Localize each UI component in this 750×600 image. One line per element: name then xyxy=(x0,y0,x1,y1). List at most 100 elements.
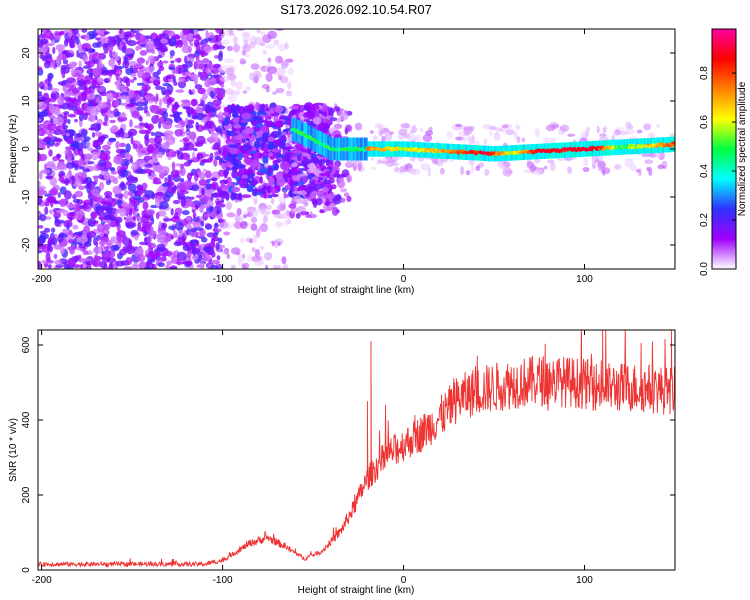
spectrogram-blob xyxy=(161,47,169,52)
spectrogram-blob xyxy=(267,30,278,39)
spectrogram-blob xyxy=(410,125,418,134)
spectrogram-blob xyxy=(86,180,96,190)
spectrogram-blob xyxy=(111,198,116,202)
spectrogram-blob xyxy=(125,215,134,224)
spectrogram-blob xyxy=(64,148,72,158)
spectrogram-blob xyxy=(191,254,199,261)
spectrogram-blob xyxy=(81,103,86,110)
spectrogram-blob xyxy=(213,142,221,150)
spectrogram-blob xyxy=(310,104,320,111)
spectrogram-blob xyxy=(144,86,148,96)
spectrogram-blob xyxy=(178,229,183,238)
snr-series-line xyxy=(38,330,675,569)
spectrogram-blob xyxy=(50,93,57,99)
spectrogram-blob xyxy=(136,216,143,220)
spectrogram-blob xyxy=(390,162,399,167)
spectrogram-blob xyxy=(38,181,41,187)
spectrogram-blob xyxy=(187,33,194,37)
spectrogram-blob xyxy=(204,170,212,179)
spectrogram-blob xyxy=(267,195,273,199)
spectrogram-blob xyxy=(123,132,129,138)
spectrogram-blob xyxy=(411,168,421,175)
spectrogram-blob xyxy=(268,152,274,157)
spectrogram-blob xyxy=(394,166,400,173)
spectrogram-blob xyxy=(134,93,139,101)
spectrogram-blob xyxy=(316,197,323,206)
spectrogram-blob xyxy=(268,120,273,127)
spectrogram-blob xyxy=(169,50,175,57)
spectrogram-blob xyxy=(465,170,471,176)
spectrogram-blob xyxy=(213,132,220,136)
spectrogram-blob xyxy=(128,208,133,217)
spectrogram-blob xyxy=(266,185,272,194)
spectrogram-blob xyxy=(136,106,145,111)
spectrogram-blob xyxy=(648,166,653,176)
spectrogram-blob xyxy=(215,29,223,34)
spectrogram-blob xyxy=(327,161,334,169)
spectrogram-blob xyxy=(205,183,212,190)
spectrogram-blob xyxy=(255,228,261,238)
spectrogram-blob xyxy=(344,128,348,135)
spectrogram-blob xyxy=(267,66,278,75)
spectrogram-blob xyxy=(105,69,115,74)
spectrogram-blob xyxy=(431,157,439,165)
spectrogram-blob xyxy=(215,242,220,250)
spectrogram-blob xyxy=(50,227,56,233)
spectrogram-blob xyxy=(137,222,142,229)
spectrogram-blob xyxy=(38,139,44,148)
spectrogram-blob xyxy=(187,106,191,116)
spectrogram-blob xyxy=(280,75,289,84)
spectrogram-blob xyxy=(138,116,143,122)
spectrogram-blob xyxy=(47,237,52,245)
spectrogram-blob xyxy=(287,67,294,76)
spectrogram-blob xyxy=(257,207,267,214)
spectrogram-blob xyxy=(346,195,352,202)
spectrogram-blob xyxy=(182,242,187,247)
spectrogram-blob xyxy=(199,171,206,180)
spectrogram-blob xyxy=(88,115,96,123)
ridge-core xyxy=(630,146,634,150)
spectrogram-blob xyxy=(305,110,315,118)
spectrogram-blob xyxy=(112,185,122,195)
spectrogram-blob xyxy=(288,203,297,209)
spectrogram-blob xyxy=(179,163,185,169)
spectrogram-blob xyxy=(115,72,120,81)
spectrogram-blob xyxy=(160,38,168,44)
spectrogram-blob xyxy=(131,176,139,184)
colorbar-ticks: 0.0 0.2 0.4 0.6 0.8 xyxy=(699,66,736,276)
spectrogram-blob xyxy=(71,175,75,185)
spectrogram-blob xyxy=(613,129,621,136)
spectrogram-blob xyxy=(73,136,83,142)
spectrogram-blob xyxy=(145,209,156,216)
spectrogram-blob xyxy=(180,197,186,207)
spectrogram-blob xyxy=(268,177,275,186)
spectrogram-blob xyxy=(134,63,143,68)
spectrogram-blob xyxy=(235,176,241,182)
spectrogram-blob xyxy=(199,159,210,163)
spectrogram-blob xyxy=(251,120,258,127)
spectrogram-blob xyxy=(172,199,181,205)
spectrogram-blob xyxy=(46,122,57,131)
spectrogram-blob xyxy=(271,241,275,247)
spectrogram-blob xyxy=(145,60,149,65)
spectrogram-blob xyxy=(104,115,109,123)
spectrogram-blob xyxy=(52,156,58,162)
spectrogram-blob xyxy=(446,131,454,139)
spectrogram-blob xyxy=(104,31,110,35)
spectrogram-blob xyxy=(103,214,113,221)
spectrogram-blob xyxy=(128,60,137,66)
spectrogram-blob xyxy=(54,142,59,147)
spectrogram-blob xyxy=(218,221,229,229)
spectrogram-blob xyxy=(297,190,307,196)
spectrogram-blob xyxy=(116,233,125,243)
spectrogram-blob xyxy=(152,157,159,164)
spectrogram-blob xyxy=(220,83,225,88)
x-tick-label: 100 xyxy=(576,575,593,586)
spectrogram-blob xyxy=(66,97,77,102)
spectrogram-blob xyxy=(78,244,87,249)
spectrogram-blob xyxy=(104,78,108,83)
spectrogram-blob xyxy=(162,60,169,64)
spectrogram-blob xyxy=(166,74,176,79)
spectrogram-blob xyxy=(308,179,316,185)
spectrogram-blob xyxy=(144,266,151,269)
